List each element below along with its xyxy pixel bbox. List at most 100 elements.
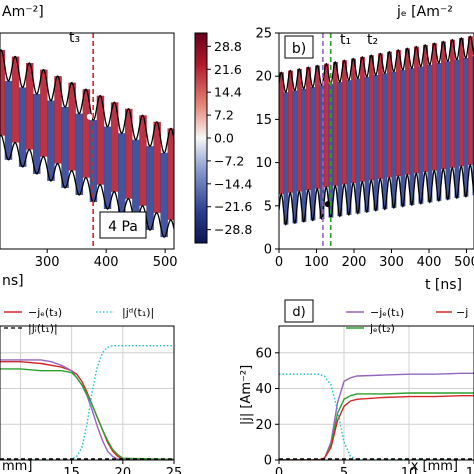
panel-b-stripe	[387, 51, 392, 178]
panel-b-heatmap	[279, 36, 474, 225]
panel-b-upper-boundary	[279, 35, 474, 94]
panel-c-xtick-label: 20	[115, 466, 132, 474]
panel-d-ytick-label: 60	[255, 346, 272, 361]
panel-b-stripe	[418, 66, 424, 204]
panel-b-stripe	[369, 55, 374, 181]
panel-c-frame	[0, 325, 175, 461]
colorbar-tick-label: 28.8	[214, 39, 242, 54]
pressure-box	[99, 211, 147, 239]
panel-b-stripe	[409, 68, 415, 206]
panel-d-label: d)	[292, 305, 305, 320]
panel-b-stripe	[279, 72, 284, 195]
panel-b-stripe	[306, 67, 311, 191]
panel-a-stripe	[118, 133, 126, 216]
panel-b-lower-boundary	[279, 163, 474, 226]
panel-b-stripe	[445, 61, 451, 200]
panel-b-stripe	[297, 68, 302, 192]
panel-d-series-2	[279, 395, 474, 460]
panel-b-ytick-label: 20	[255, 70, 272, 85]
panel-b-ytick-label: 5	[264, 199, 272, 214]
panel-a-stripe	[33, 94, 41, 174]
panel-d-xtick-label: 15	[466, 466, 474, 474]
panel-a-stripe	[47, 100, 55, 181]
panel-c-series-1	[0, 359, 174, 460]
panel-b-stripe	[382, 73, 388, 210]
panel-a-stripe	[61, 107, 69, 188]
panel-b-stripe	[373, 75, 379, 211]
panel-a-stripe	[110, 102, 119, 192]
panel-c-xtick-label: 15	[63, 466, 80, 474]
panel-b-stripe	[342, 60, 347, 185]
panel-b-stripe	[423, 44, 428, 172]
panel-d: d) 0 5 10 15 0 20 40 60 −jₑ(t₁) jₑ(t₂) −j |j| […	[239, 299, 474, 474]
panel-c-series-2	[0, 368, 174, 460]
panel-d-xtick-label: 0	[275, 466, 283, 474]
panel-a-xlabel: ns]	[2, 273, 24, 289]
panel-a-stripe	[146, 146, 154, 230]
panel-c-legend: −jₑ(t₃) |jᵢ(t₁)| |jᵈ(t₁)|	[4, 306, 154, 335]
panel-c-xlabel: mm]	[2, 459, 32, 474]
panel-b-xtick-label: 0	[275, 255, 283, 270]
legend-label-c-0: −jₑ(t₃)	[28, 306, 62, 319]
panel-d-ytick-label: 20	[255, 418, 272, 433]
colorbar-tick-label: −14.4	[214, 176, 252, 191]
panel-a-stripe	[75, 113, 83, 195]
panel-b-stripe	[310, 87, 316, 221]
panel-b-stripe	[360, 56, 365, 182]
panel-d-series-3	[279, 373, 474, 460]
panel-c-series-0	[0, 361, 174, 460]
panel-b-stripe	[432, 43, 437, 171]
panel-d-frame	[278, 325, 474, 461]
panel-b-ytick-label: 10	[255, 156, 272, 171]
legend-label-d-2: −j	[456, 306, 468, 319]
panel-b-stripe	[301, 88, 307, 222]
panel-d-xtick-label: 5	[340, 466, 348, 474]
panel-a-frame	[0, 32, 175, 250]
panel-b-label: b)	[292, 41, 306, 57]
panel-c-series-3	[0, 345, 174, 460]
panel-a-title: Am⁻²]	[2, 4, 44, 20]
panel-d-ytick-label: 40	[255, 382, 272, 397]
panel-a-stripe	[18, 87, 27, 167]
colorbar-tick-label: 0.0	[214, 131, 234, 146]
panel-b: b) t₁ t₂ jₑ [Am⁻² 0 100 200 300 400 500 0 5 10 15…	[255, 4, 474, 293]
panel-b-xtick-label: 100	[304, 255, 329, 270]
legend-label-c-2: |jᵈ(t₁)|	[122, 306, 154, 319]
panel-d-ylabel: |j| [Am⁻²]	[239, 365, 254, 425]
panel-d-xtick-label: 10	[401, 466, 418, 474]
panel-b-frame	[278, 32, 474, 250]
panel-b-stripe	[288, 70, 293, 193]
panel-b-label-box	[284, 35, 314, 59]
panel-b-stripe	[351, 58, 356, 184]
panel-d-series-1	[279, 392, 474, 460]
colorbar: 28.8 21.6 14.4 7.2 0.0 −7.2 −14.4 −21.6 −28.8	[194, 32, 252, 244]
colorbar-tick-label: −7.2	[214, 153, 244, 168]
colorbar-tick-label: −28.8	[214, 222, 252, 237]
panel-a-stripe	[132, 139, 140, 223]
panel-a-stripe	[54, 76, 62, 164]
colorbar-tick-label: 14.4	[214, 85, 242, 100]
panel-b-stripe	[400, 69, 406, 207]
panel-d-label-box	[284, 299, 314, 323]
panel-a-stripe	[40, 69, 48, 157]
panel-b-stripe	[337, 81, 343, 217]
panel-b-stripe	[441, 41, 446, 170]
legend-label-d-0: −jₑ(t₁)	[370, 306, 404, 319]
panel-b-ytick-label: 15	[255, 113, 272, 128]
panel-a-xtick-label: 500	[153, 255, 178, 270]
legend-label-d-1: jₑ(t₂)	[369, 322, 395, 335]
panel-b-stripe	[396, 50, 401, 177]
panel-b-xlabel: t [ns]	[425, 277, 462, 293]
colorbar-tick-label: −21.6	[214, 199, 252, 214]
legend-label-c-1: |jᵢ(t₁)|	[28, 322, 58, 335]
panel-b-xtick-label: 400	[417, 255, 442, 270]
panel-b-title: jₑ [Am⁻²	[396, 4, 453, 20]
panel-a-stripe	[103, 126, 112, 209]
panel-a-marker-dot	[86, 113, 93, 120]
panel-a-stripe	[11, 56, 20, 143]
panel-b-stripe	[436, 63, 442, 201]
panel-a-stripe	[125, 108, 133, 199]
panel-d-ytick-label: 0	[264, 454, 272, 469]
panel-b-ytick-label: 0	[264, 243, 272, 258]
